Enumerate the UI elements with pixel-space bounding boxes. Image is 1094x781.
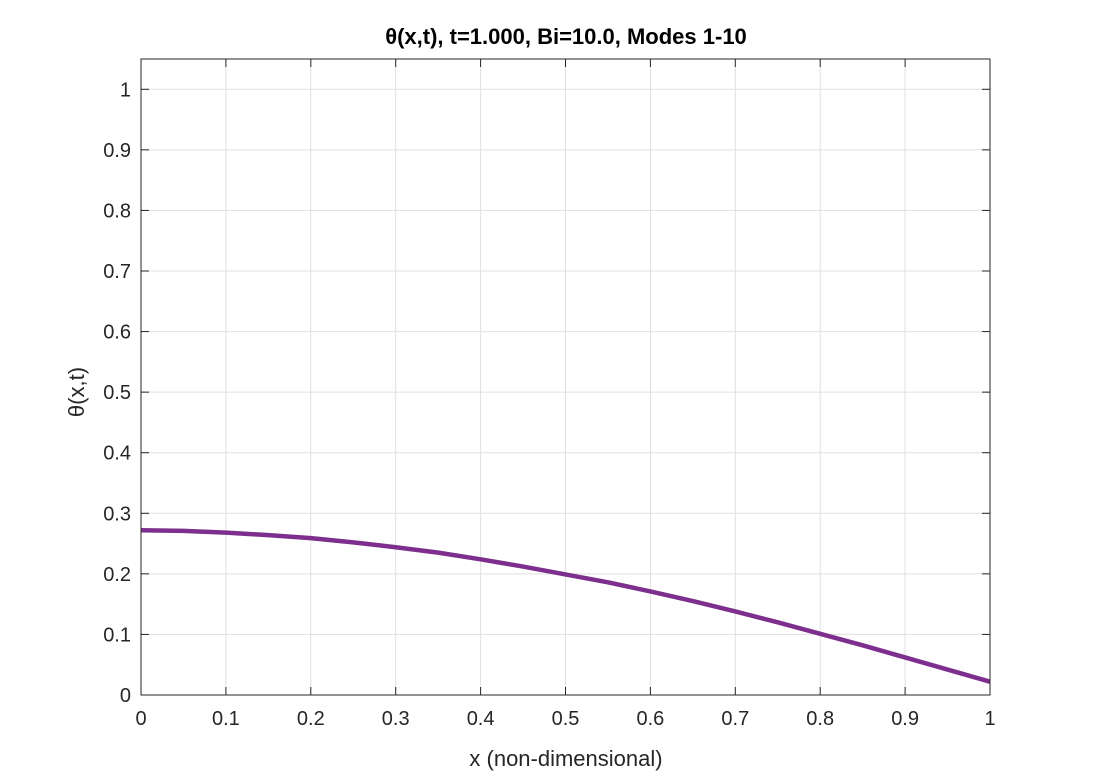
x-axis-title: x (non-dimensional): [469, 746, 662, 771]
y-tick-label: 0.2: [103, 564, 131, 586]
x-tick-label: 0.1: [212, 708, 240, 730]
x-tick-label: 0.4: [467, 708, 495, 730]
x-tick-label: 0.2: [297, 708, 325, 730]
y-tick-label: 1: [120, 79, 131, 101]
grid: [140, 59, 991, 696]
y-tick-label: 0.1: [103, 624, 131, 646]
x-tick-label: 0.9: [891, 708, 919, 730]
ticks: 0 0.1 0.2 0.3 0.4 0.5 0.6 0.7 0.8 0.9 1 0 0.1 0.2 0.3 0…: [103, 59, 996, 730]
y-tick-label: 0: [120, 685, 131, 707]
x-tick-label: 0.8: [806, 708, 834, 730]
y-axis-title: θ(x,t): [64, 367, 89, 417]
y-tick-label: 0.7: [103, 261, 131, 283]
chart-title: θ(x,t), t=1.000, Bi=10.0, Modes 1-10: [385, 24, 747, 49]
y-tick-label: 0.3: [103, 503, 131, 525]
y-tick-label: 0.5: [103, 382, 131, 404]
x-tick-label: 0.6: [636, 708, 664, 730]
x-tick-label: 0.3: [382, 708, 410, 730]
y-tick-label: 0.9: [103, 140, 131, 162]
y-tick-label: 0.4: [103, 443, 131, 465]
y-tick-label: 0.8: [103, 200, 131, 222]
y-tick-label: 0.6: [103, 322, 131, 344]
x-tick-label: 0: [135, 708, 146, 730]
series-layer: [140, 528, 991, 684]
series-line: [140, 528, 991, 684]
x-tick-label: 1: [984, 708, 995, 730]
x-tick-label: 0.7: [721, 708, 749, 730]
x-tick-label: 0.5: [552, 708, 580, 730]
